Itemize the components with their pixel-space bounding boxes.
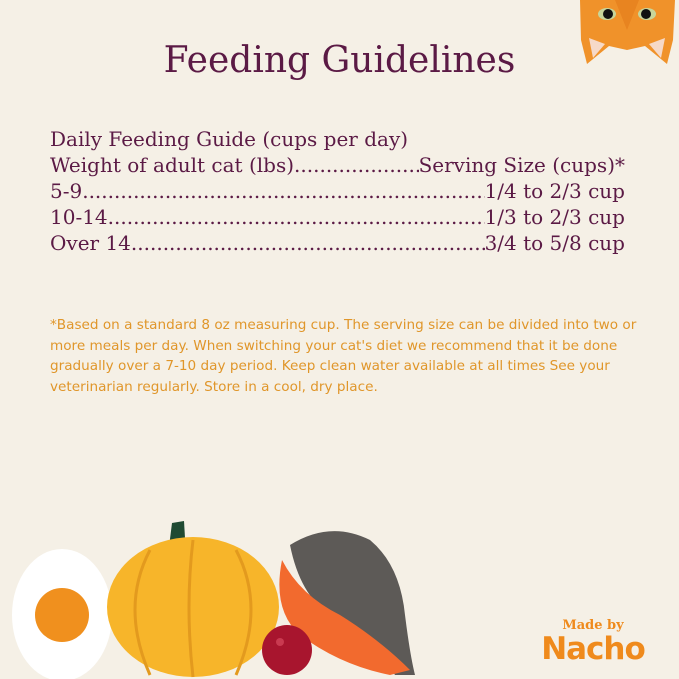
salmon-skin bbox=[290, 531, 415, 675]
dot-leader bbox=[108, 204, 485, 230]
page-title: Feeding Guidelines bbox=[163, 40, 516, 81]
table-row: Over 14 3/4 to 5/8 cup bbox=[50, 230, 625, 256]
brand-logo: Made by Nacho bbox=[518, 618, 668, 665]
guide-heading: Daily Feeding Guide (cups per day) bbox=[50, 126, 625, 152]
feeding-guide-table: Daily Feeding Guide (cups per day) Weigh… bbox=[50, 126, 625, 256]
logo-made-by: Made by bbox=[562, 618, 624, 633]
dot-leader bbox=[82, 178, 484, 204]
salmon-illustration bbox=[279, 560, 410, 675]
logo-brand: Nacho bbox=[541, 631, 646, 667]
row-serving: 1/3 to 2/3 cup bbox=[484, 205, 625, 229]
dot-leader bbox=[294, 152, 419, 178]
dot-leader bbox=[131, 230, 485, 256]
row-serving: 1/4 to 2/3 cup bbox=[484, 179, 625, 203]
food-illustration bbox=[12, 521, 415, 679]
row-serving: 3/4 to 5/8 cup bbox=[484, 231, 625, 255]
footnote: *Based on a standard 8 oz measuring cup.… bbox=[50, 317, 637, 395]
guide-header-row: Weight of adult cat (lbs) Serving Size (… bbox=[50, 152, 625, 178]
header-serving: Serving Size (cups)* bbox=[418, 153, 625, 177]
row-weight: Over 14 bbox=[50, 231, 131, 255]
table-row: 5-9 1/4 to 2/3 cup bbox=[50, 178, 625, 204]
pumpkin-illustration bbox=[107, 537, 279, 677]
egg-yolk bbox=[35, 588, 89, 642]
row-weight: 10-14 bbox=[50, 205, 108, 229]
row-weight: 5-9 bbox=[50, 179, 83, 203]
cranberry-illustration bbox=[262, 625, 312, 675]
table-row: 10-14 1/3 to 2/3 cup bbox=[50, 204, 625, 230]
cat-face-illustration bbox=[580, 0, 675, 64]
header-weight: Weight of adult cat (lbs) bbox=[50, 153, 295, 177]
guide-heading-text: Daily Feeding Guide (cups per day) bbox=[50, 127, 409, 151]
